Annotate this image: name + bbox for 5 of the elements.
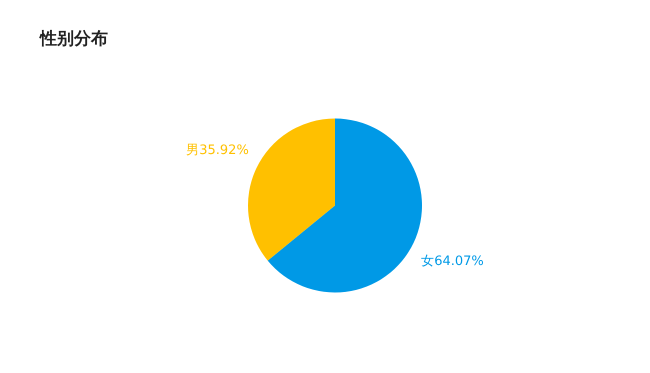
slice-label: 男35.92% xyxy=(186,142,249,158)
chart-title: 性别分布 xyxy=(39,29,108,49)
pie-slice xyxy=(248,118,335,261)
slice-label: 女64.07% xyxy=(421,254,484,270)
pie-slice xyxy=(268,118,422,292)
